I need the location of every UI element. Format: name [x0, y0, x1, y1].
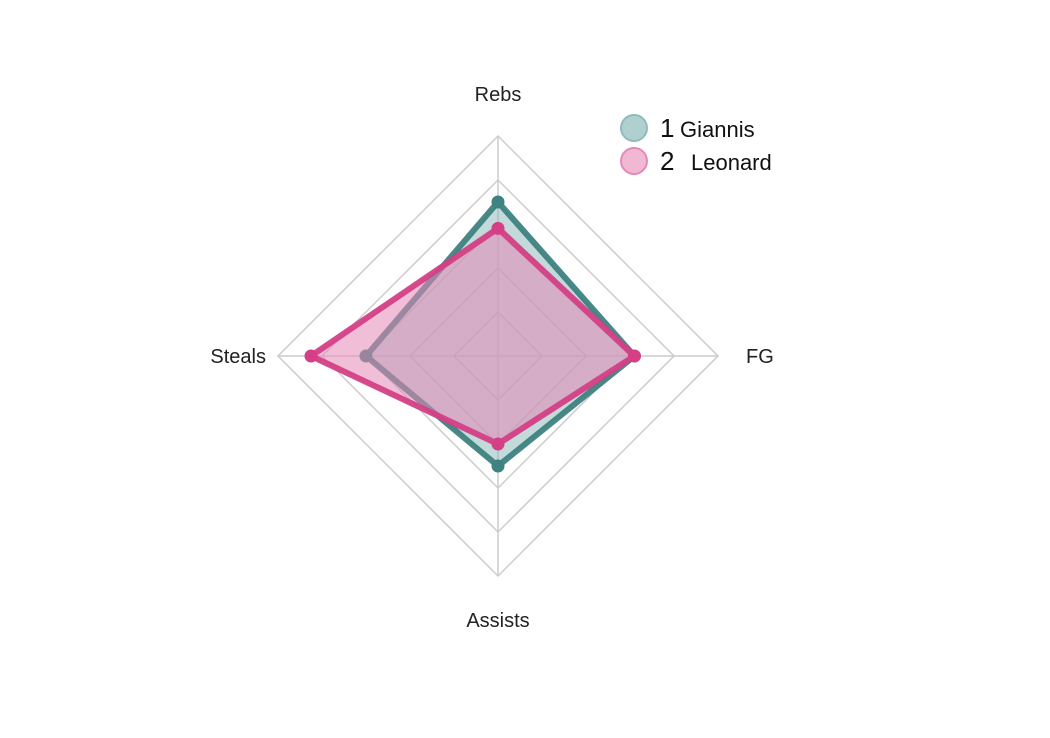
legend-name-2: Leonard [691, 150, 772, 175]
series-1-point-2 [491, 459, 505, 473]
legend-number-2: 2 [660, 146, 674, 176]
series-2 [304, 221, 641, 451]
axis-labels: Rebs FG Assists Steals [210, 84, 773, 632]
axis-label-fg: FG [746, 346, 774, 368]
series-layer [304, 195, 641, 473]
axis-label-rebs: Rebs [475, 84, 522, 106]
axis-label-assists: Assists [466, 610, 529, 632]
series-2-point-2 [491, 437, 505, 451]
legend-item-1: 1 Giannis [620, 113, 755, 143]
series-2-point-0 [491, 221, 505, 235]
series-1-point-0 [491, 195, 505, 209]
legend-name-1: Giannis [680, 117, 755, 142]
series-2-point-3 [304, 349, 318, 363]
legend: 1 Giannis 2 Leonard [620, 113, 772, 176]
series-2-area [311, 228, 635, 444]
legend-swatch-1 [620, 114, 648, 142]
axis-label-steals: Steals [210, 346, 266, 368]
series-2-point-1 [627, 349, 641, 363]
legend-number-1: 1 [660, 113, 674, 143]
legend-item-2: 2 Leonard [620, 146, 772, 176]
legend-swatch-2 [620, 147, 648, 175]
